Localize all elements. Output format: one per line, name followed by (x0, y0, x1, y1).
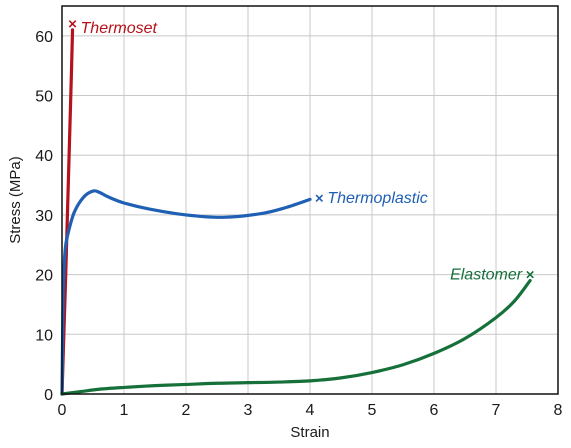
y-tick-label-6: 60 (35, 29, 53, 46)
x-tick-label-4: 4 (306, 402, 315, 419)
series-line-elastomer (60, 278, 532, 396)
x-tick-label-3: 3 (244, 402, 253, 419)
x-tick-label-8: 8 (554, 402, 563, 419)
end-marker-thermoset (68, 20, 77, 28)
end-markers (68, 20, 534, 279)
x-tick-label-7: 7 (492, 402, 501, 419)
end-marker-elastomer (526, 270, 534, 279)
x-tick-label-2: 2 (182, 402, 191, 419)
plot-frame (61, 5, 559, 395)
end-marker-thermoplastic (315, 194, 324, 202)
y-tick-label-4: 40 (35, 148, 53, 165)
y-tick-label-0: 0 (44, 387, 53, 404)
x-tick-labels: 0 1 2 3 4 5 6 7 8 (58, 402, 563, 419)
x-tick-label-6: 6 (430, 402, 439, 419)
x-tick-label-0: 0 (58, 402, 67, 419)
series-label-thermoset: Thermoset (81, 20, 158, 37)
series-label-elastomer: Elastomer (450, 267, 523, 284)
series-label-thermoplastic: Thermoplastic (327, 190, 427, 207)
x-axis-title: Strain (290, 424, 329, 441)
series-labels: Thermoset Thermoplastic Elastomer (81, 20, 523, 284)
y-tick-label-2: 20 (35, 268, 53, 285)
y-tick-label-1: 10 (35, 327, 53, 344)
y-tick-label-3: 30 (35, 208, 53, 225)
y-axis-title: Stress (MPa) (7, 156, 24, 244)
series-lines (60, 28, 532, 396)
y-tick-labels: 0 10 20 30 40 50 60 (35, 29, 53, 404)
x-tick-label-1: 1 (120, 402, 129, 419)
series-line-thermoplastic (60, 189, 312, 396)
y-tick-label-5: 50 (35, 89, 53, 106)
grid-lines (62, 6, 558, 394)
x-tick-label-5: 5 (368, 402, 377, 419)
